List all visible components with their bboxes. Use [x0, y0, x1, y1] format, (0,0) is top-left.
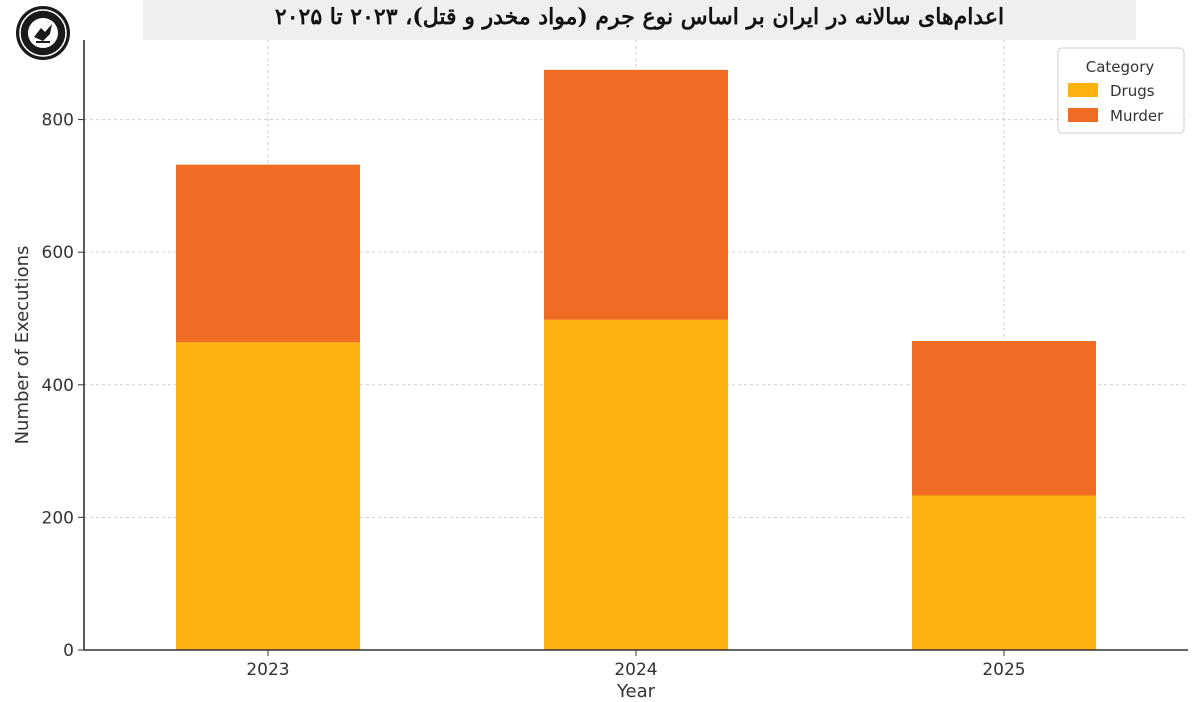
x-tick-label: 2023: [246, 660, 289, 680]
legend-label-murder: Murder: [1110, 107, 1164, 125]
y-tick-label: 800: [42, 111, 74, 131]
legend: Category Drugs Murder: [1057, 47, 1185, 134]
legend-swatch-drugs: [1068, 83, 1098, 97]
bar-murder-2023: [176, 164, 360, 343]
bar-drugs-2024: [544, 319, 728, 650]
ticks: 0 200 400 600 800 2023 2024 2025: [42, 111, 1026, 680]
title-band: اعدام‌های سالانه در ایران بر اساس نوع جر…: [143, 0, 1136, 40]
legend-swatch-murder: [1068, 108, 1098, 122]
y-tick-label: 400: [42, 376, 74, 396]
x-axis-label: Year: [616, 681, 656, 702]
bar-murder-2024: [544, 69, 728, 320]
chart-title: اعدام‌های سالانه در ایران بر اساس نوع جر…: [274, 4, 1005, 30]
legend-title: Category: [1086, 58, 1155, 76]
bar-drugs-2025: [912, 495, 1096, 650]
bars: [176, 69, 1096, 650]
legend-label-drugs: Drugs: [1110, 82, 1155, 100]
organization-seal-logo: [16, 6, 70, 60]
bar-murder-2025: [912, 341, 1096, 496]
y-tick-label: 600: [42, 243, 74, 263]
x-tick-label: 2024: [614, 660, 657, 680]
x-tick-label: 2025: [982, 660, 1025, 680]
y-tick-label: 200: [42, 508, 74, 528]
y-axis-label: Number of Executions: [12, 246, 33, 445]
y-tick-label: 0: [63, 641, 74, 661]
bar-drugs-2023: [176, 342, 360, 650]
